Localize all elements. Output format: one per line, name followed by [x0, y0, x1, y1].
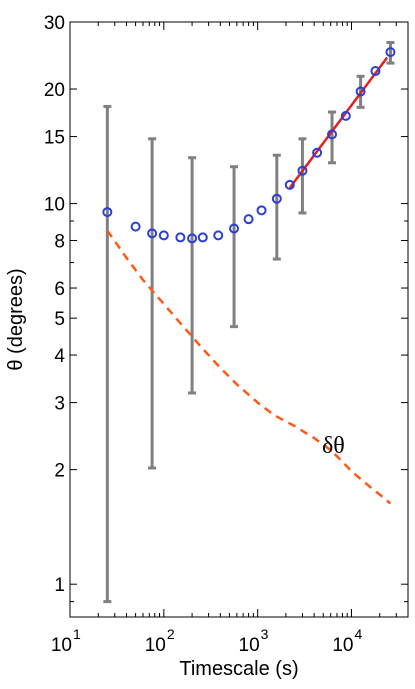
theta-point [158, 230, 169, 241]
error-bar [298, 137, 307, 215]
x-tick-label-exp: 3 [261, 626, 269, 642]
y-tick-label: 8 [54, 231, 65, 252]
theta-point [147, 228, 158, 239]
theta-point [197, 232, 208, 243]
x-tick-label-base: 10 [51, 635, 72, 656]
error-bars [103, 41, 395, 604]
y-tick-label: 5 [54, 309, 65, 330]
theta-point [243, 214, 254, 225]
y-tick-label: 3 [54, 394, 65, 415]
theta-point [130, 221, 141, 232]
y-tick-label: 2 [54, 461, 65, 482]
delta-theta-label: δθ [322, 433, 345, 459]
x-tick-label-base: 10 [145, 635, 166, 656]
delta-theta-line [106, 229, 392, 505]
theta-point [175, 232, 186, 243]
theta-point [229, 223, 240, 234]
y-tick-label: 20 [44, 80, 65, 101]
x-tick-label-base: 10 [332, 635, 353, 656]
axis-ticks [69, 21, 409, 617]
x-axis-title: Timescale (s) [179, 658, 298, 680]
x-tick-label: 101 [51, 626, 81, 656]
y-tick-label: 6 [54, 279, 65, 300]
plot-frame [69, 21, 409, 618]
theta-point [327, 129, 338, 140]
error-bar [230, 165, 239, 329]
error-bar [386, 41, 395, 65]
y-tick-label: 10 [44, 195, 65, 216]
theta-point [256, 205, 267, 216]
fit-line [288, 56, 389, 189]
theta-point [297, 165, 308, 176]
x-tick-label-base: 10 [239, 635, 260, 656]
x-tick-label-exp: 2 [167, 626, 175, 642]
theta-point [102, 207, 113, 218]
theta-series [102, 47, 396, 244]
theta-point [340, 110, 351, 121]
y-tick-label: 15 [44, 128, 65, 149]
theta-point [271, 193, 282, 204]
error-bar [103, 104, 112, 604]
theta-point [284, 179, 295, 190]
x-tick-label: 102 [145, 626, 175, 656]
y-tick-label: 4 [54, 346, 65, 367]
x-tick-label: 103 [239, 626, 269, 656]
theta-point [187, 233, 198, 244]
theta-point [385, 47, 396, 58]
error-bar [188, 156, 197, 395]
y-tick-label: 30 [44, 13, 65, 34]
y-tick-label: 1 [54, 575, 65, 596]
x-tick-label-exp: 1 [73, 626, 81, 642]
fit-line-series [288, 56, 389, 189]
y-axis-title: θ (degrees) [5, 268, 27, 370]
x-tick-label-exp: 4 [355, 626, 363, 642]
theta-point [355, 86, 366, 97]
delta-theta-series [106, 229, 392, 505]
theta-point [312, 147, 323, 158]
theta-point [213, 230, 224, 241]
error-bar [272, 153, 281, 261]
y-tick-labels: 1 2 3 4 5 6 8 10 15 20 30 [44, 13, 66, 596]
theta-point [370, 66, 381, 77]
error-bar [148, 137, 157, 470]
x-tick-label: 104 [332, 626, 362, 656]
